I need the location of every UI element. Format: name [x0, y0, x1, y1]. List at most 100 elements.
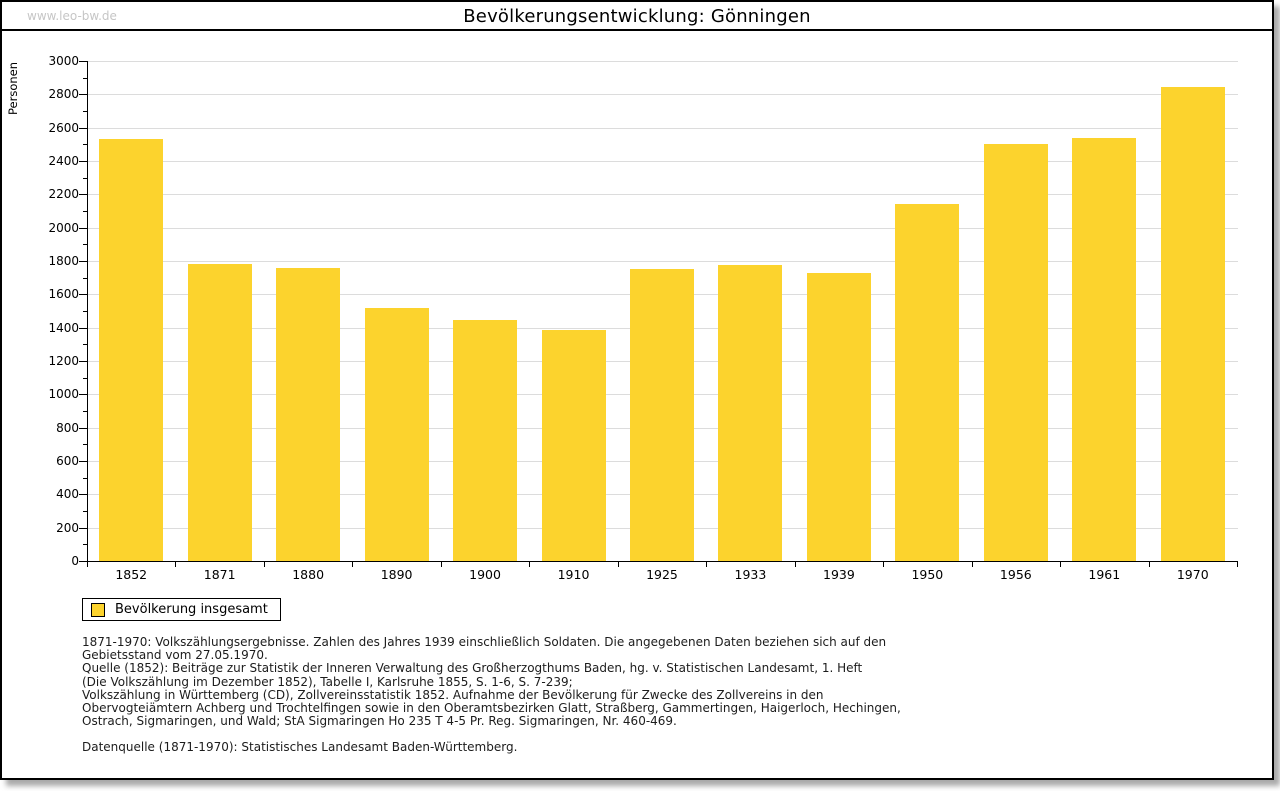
y-tick-label-1600: 1600 [48, 287, 79, 302]
y-major-tick [79, 327, 87, 329]
y-major-tick [79, 494, 87, 496]
y-major-tick [79, 394, 87, 396]
y-major-tick [79, 227, 87, 229]
x-tick-label-1880: 1880 [292, 567, 325, 582]
y-minor-tick [83, 511, 87, 512]
x-tick-label-1970: 1970 [1176, 567, 1209, 582]
y-axis-title: Personen [6, 61, 20, 115]
plot-area [87, 61, 1238, 562]
x-axis-tick [706, 562, 708, 567]
footnotes: 1871-1970: Volkszählungsergebnisse. Zahl… [82, 635, 901, 755]
y-tick-label-1000: 1000 [48, 387, 79, 402]
x-tick-label-1910: 1910 [557, 567, 590, 582]
y-tick-label-0: 0 [71, 554, 79, 568]
footnote-line: Obervogteiämtern Achberg und Trochtelfin… [82, 701, 901, 716]
legend: Bevölkerung insgesamt [82, 598, 281, 621]
bar-1925 [630, 269, 694, 561]
gridline-1800 [88, 261, 1238, 262]
gridline-2200 [88, 194, 1238, 196]
gridline-2400 [88, 161, 1238, 162]
y-major-tick [79, 461, 87, 462]
y-minor-tick [83, 477, 87, 479]
y-tick-label-400: 400 [56, 487, 79, 502]
bar-1970 [1160, 86, 1225, 561]
datasource-line: Datenquelle (1871-1970): Statistisches L… [82, 740, 518, 755]
y-major-tick [79, 127, 87, 129]
y-major-tick [79, 261, 87, 262]
x-tick-label-1890: 1890 [380, 567, 413, 582]
x-axis-tick [1060, 562, 1062, 567]
x-axis-tick [440, 562, 442, 567]
bar-1956 [983, 144, 1048, 561]
bar-1950 [895, 204, 960, 561]
bar-1871 [187, 264, 252, 561]
y-tick-label-2800: 2800 [48, 87, 79, 102]
x-axis-tick [263, 562, 265, 567]
y-minor-tick [83, 244, 87, 246]
y-tick-label-2200: 2200 [48, 187, 79, 202]
bar-1890 [364, 307, 429, 561]
y-minor-tick [83, 111, 87, 112]
x-tick-label-1852: 1852 [115, 567, 148, 582]
y-minor-tick [83, 144, 87, 146]
y-major-tick [79, 94, 87, 96]
x-tick-label-1871: 1871 [203, 567, 236, 582]
y-tick-label-800: 800 [56, 420, 79, 435]
gridline-3000 [88, 61, 1238, 62]
y-tick-label-3000: 3000 [48, 54, 79, 68]
x-axis-tick [883, 562, 885, 567]
y-minor-tick [83, 411, 87, 412]
y-minor-tick [83, 277, 87, 279]
y-tick-label-600: 600 [56, 454, 79, 468]
y-tick-label-1200: 1200 [48, 354, 79, 368]
x-tick-label-1925: 1925 [646, 567, 678, 582]
legend-label: Bevölkerung insgesamt [115, 602, 268, 617]
footnote-line: (Die Volkszählung im Dezember 1852), Tab… [82, 674, 573, 689]
x-tick-label-1956: 1956 [999, 567, 1032, 582]
page-header: www.leo-bw.de Bevölkerungsentwicklung: G… [2, 2, 1272, 31]
x-tick-label-1939: 1939 [823, 567, 855, 582]
bar-1939 [806, 272, 871, 561]
y-minor-tick [83, 544, 87, 546]
y-minor-tick [83, 311, 87, 312]
bar-1880 [276, 268, 341, 561]
y-minor-tick [83, 344, 87, 346]
y-minor-tick [83, 377, 87, 379]
x-axis-tick [1237, 562, 1238, 567]
bar-1900 [453, 320, 518, 561]
y-minor-tick [83, 77, 87, 79]
x-axis-tick [1148, 562, 1150, 567]
x-axis-tick [794, 562, 796, 567]
footnote-line: Ostrach, Sigmaringen, und Wald; StA Sigm… [82, 714, 677, 729]
y-tick-label-2600: 2600 [48, 120, 79, 135]
y-tick-label-1400: 1400 [48, 320, 79, 335]
y-tick-label-2000: 2000 [48, 220, 79, 235]
y-major-tick [79, 194, 87, 196]
footnote-line: Volkszählung in Württemberg (CD), Zollve… [82, 687, 824, 702]
watermark: www.leo-bw.de [27, 9, 117, 23]
y-tick-label-1800: 1800 [48, 254, 79, 268]
x-tick-label-1961: 1961 [1088, 567, 1121, 582]
x-tick-label-1950: 1950 [911, 567, 944, 582]
y-major-tick [79, 527, 87, 529]
gridline-2800 [88, 94, 1238, 96]
legend-swatch [91, 602, 105, 617]
x-axis-tick [971, 562, 973, 567]
y-minor-tick [83, 444, 87, 446]
footnote-line: Gebietsstand vom 27.05.1970. [82, 648, 268, 663]
y-tick-label-2400: 2400 [48, 154, 79, 168]
chart-title: Bevölkerungsentwicklung: Gönningen [463, 6, 811, 27]
bar-1852 [99, 139, 164, 561]
gridline-2600 [88, 127, 1238, 129]
y-major-tick [79, 561, 87, 562]
x-axis-tick [352, 562, 354, 567]
bar-1910 [541, 330, 606, 561]
x-axis-tick [175, 562, 177, 567]
y-minor-tick [83, 177, 87, 179]
footnote-line: 1871-1970: Volkszählungsergebnisse. Zahl… [82, 635, 887, 649]
y-minor-tick [83, 211, 87, 212]
footnote-line: Quelle (1852): Beiträge zur Statistik de… [82, 661, 863, 676]
gridline-2000 [88, 227, 1238, 229]
